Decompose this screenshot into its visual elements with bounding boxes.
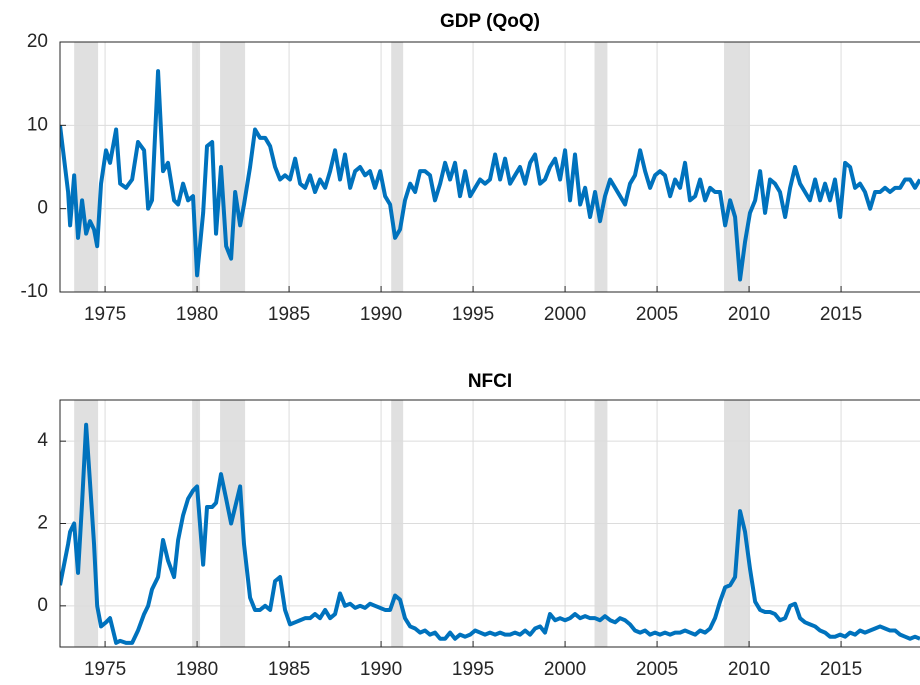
x-tick-label: 2005 — [636, 304, 678, 325]
x-tick-label: 1980 — [176, 304, 218, 325]
x-tick-label: 1980 — [176, 659, 218, 680]
x-tick-label: 1995 — [452, 659, 494, 680]
recession-band — [74, 42, 99, 292]
chart-title: GDP (QoQ) — [440, 11, 540, 32]
x-tick-label: 1985 — [268, 659, 310, 680]
x-tick-label: 2015 — [820, 659, 862, 680]
data-line — [60, 422, 920, 645]
x-tick-label: 1995 — [452, 304, 494, 325]
x-tick-label: 2010 — [728, 659, 770, 680]
x-tick-label: 2000 — [544, 659, 586, 680]
x-tick-label: 2005 — [636, 659, 678, 680]
axis-frame — [59, 41, 920, 293]
y-tick-label: 0 — [37, 198, 48, 219]
x-tick-label: 1985 — [268, 304, 310, 325]
y-tick-label: 10 — [27, 114, 48, 135]
x-tick-label: 2010 — [728, 304, 770, 325]
plot-area — [60, 400, 920, 647]
recession-band — [594, 42, 608, 292]
y-tick-label: 0 — [37, 595, 48, 616]
y-tick-label: 20 — [27, 31, 48, 52]
axis-frame — [59, 399, 920, 648]
y-tick-label: 2 — [37, 513, 48, 534]
plot-area — [60, 42, 920, 292]
x-tick-label: 1990 — [360, 304, 402, 325]
recession-band — [391, 42, 404, 292]
x-tick-label: 2000 — [544, 304, 586, 325]
y-tick-label: 4 — [37, 430, 48, 451]
y-tick-label: -10 — [21, 281, 48, 302]
x-tick-label: 1975 — [84, 659, 126, 680]
recession-band — [192, 42, 201, 292]
x-tick-label: 2015 — [820, 304, 862, 325]
data-line — [60, 69, 920, 282]
chart-title: NFCI — [468, 371, 512, 392]
x-tick-label: 1990 — [360, 659, 402, 680]
x-tick-label: 1975 — [84, 304, 126, 325]
